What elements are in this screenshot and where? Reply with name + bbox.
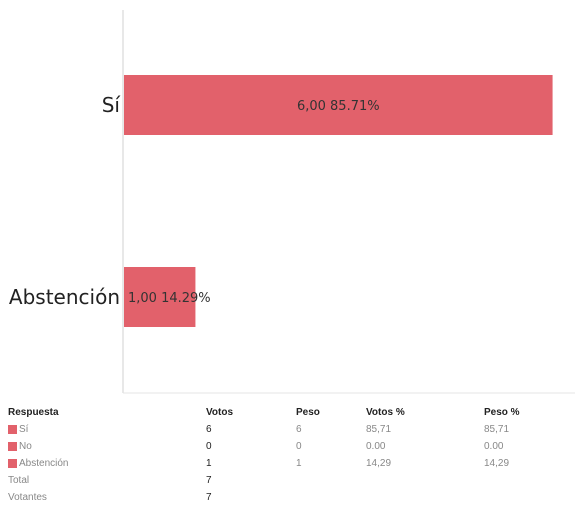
data-label: 6,00 85.71% xyxy=(297,99,380,114)
bar xyxy=(124,267,196,327)
row-peso-pct: 85,71 xyxy=(484,424,510,435)
row-votos: 0 xyxy=(206,441,212,452)
legend-swatch xyxy=(8,458,17,468)
total-label: Total xyxy=(8,475,30,486)
row-votos-pct: 0.00 xyxy=(366,441,386,452)
row-peso: 1 xyxy=(296,458,302,469)
table-row: No 0 0 0.00 0.00 xyxy=(8,438,573,455)
total-row: Total 7 xyxy=(8,472,573,489)
table-header: Respuesta Votos Peso Votos % Peso % xyxy=(8,404,573,421)
header-peso-pct: Peso % xyxy=(484,407,520,418)
row-label: Sí xyxy=(8,421,28,438)
total-votos: 7 xyxy=(206,475,212,486)
row-peso-pct: 0.00 xyxy=(484,441,504,452)
table-row: Sí 6 6 85,71 85,71 xyxy=(8,421,573,438)
legend-swatch xyxy=(8,441,17,451)
header-peso: Peso xyxy=(296,407,320,418)
row-label-text: Sí xyxy=(19,424,29,435)
table-row: Abstención 1 1 14,29 14,29 xyxy=(8,455,573,472)
row-peso: 0 xyxy=(296,441,302,452)
row-votos-pct: 14,29 xyxy=(366,458,392,469)
row-label: No xyxy=(8,438,32,455)
row-label-text: Abstención xyxy=(19,458,69,469)
row-votos: 6 xyxy=(206,424,212,435)
header-votos-pct: Votos % xyxy=(366,407,405,418)
row-peso: 6 xyxy=(296,424,302,435)
row-votos-pct: 85,71 xyxy=(366,424,392,435)
legend-swatch xyxy=(8,424,17,434)
data-label: 1,00 14.29% xyxy=(128,291,211,306)
votantes-votos: 7 xyxy=(206,492,212,503)
bar-chart: Sí 6,00 85.71% Abstención 1,00 14.29% xyxy=(9,10,575,394)
row-votos: 1 xyxy=(206,458,212,469)
bar xyxy=(124,75,553,135)
category-label: Abstención xyxy=(9,285,120,309)
votantes-row: Votantes 7 xyxy=(8,489,573,506)
results-table: Respuesta Votos Peso Votos % Peso % Sí 6… xyxy=(8,404,573,506)
category-label: Sí xyxy=(102,93,122,117)
row-label-text: No xyxy=(19,441,32,452)
row-label: Abstención xyxy=(8,455,68,472)
header-respuesta: Respuesta xyxy=(8,407,59,418)
row-peso-pct: 14,29 xyxy=(484,458,510,469)
header-votos: Votos xyxy=(206,407,234,418)
votantes-label: Votantes xyxy=(8,492,47,503)
